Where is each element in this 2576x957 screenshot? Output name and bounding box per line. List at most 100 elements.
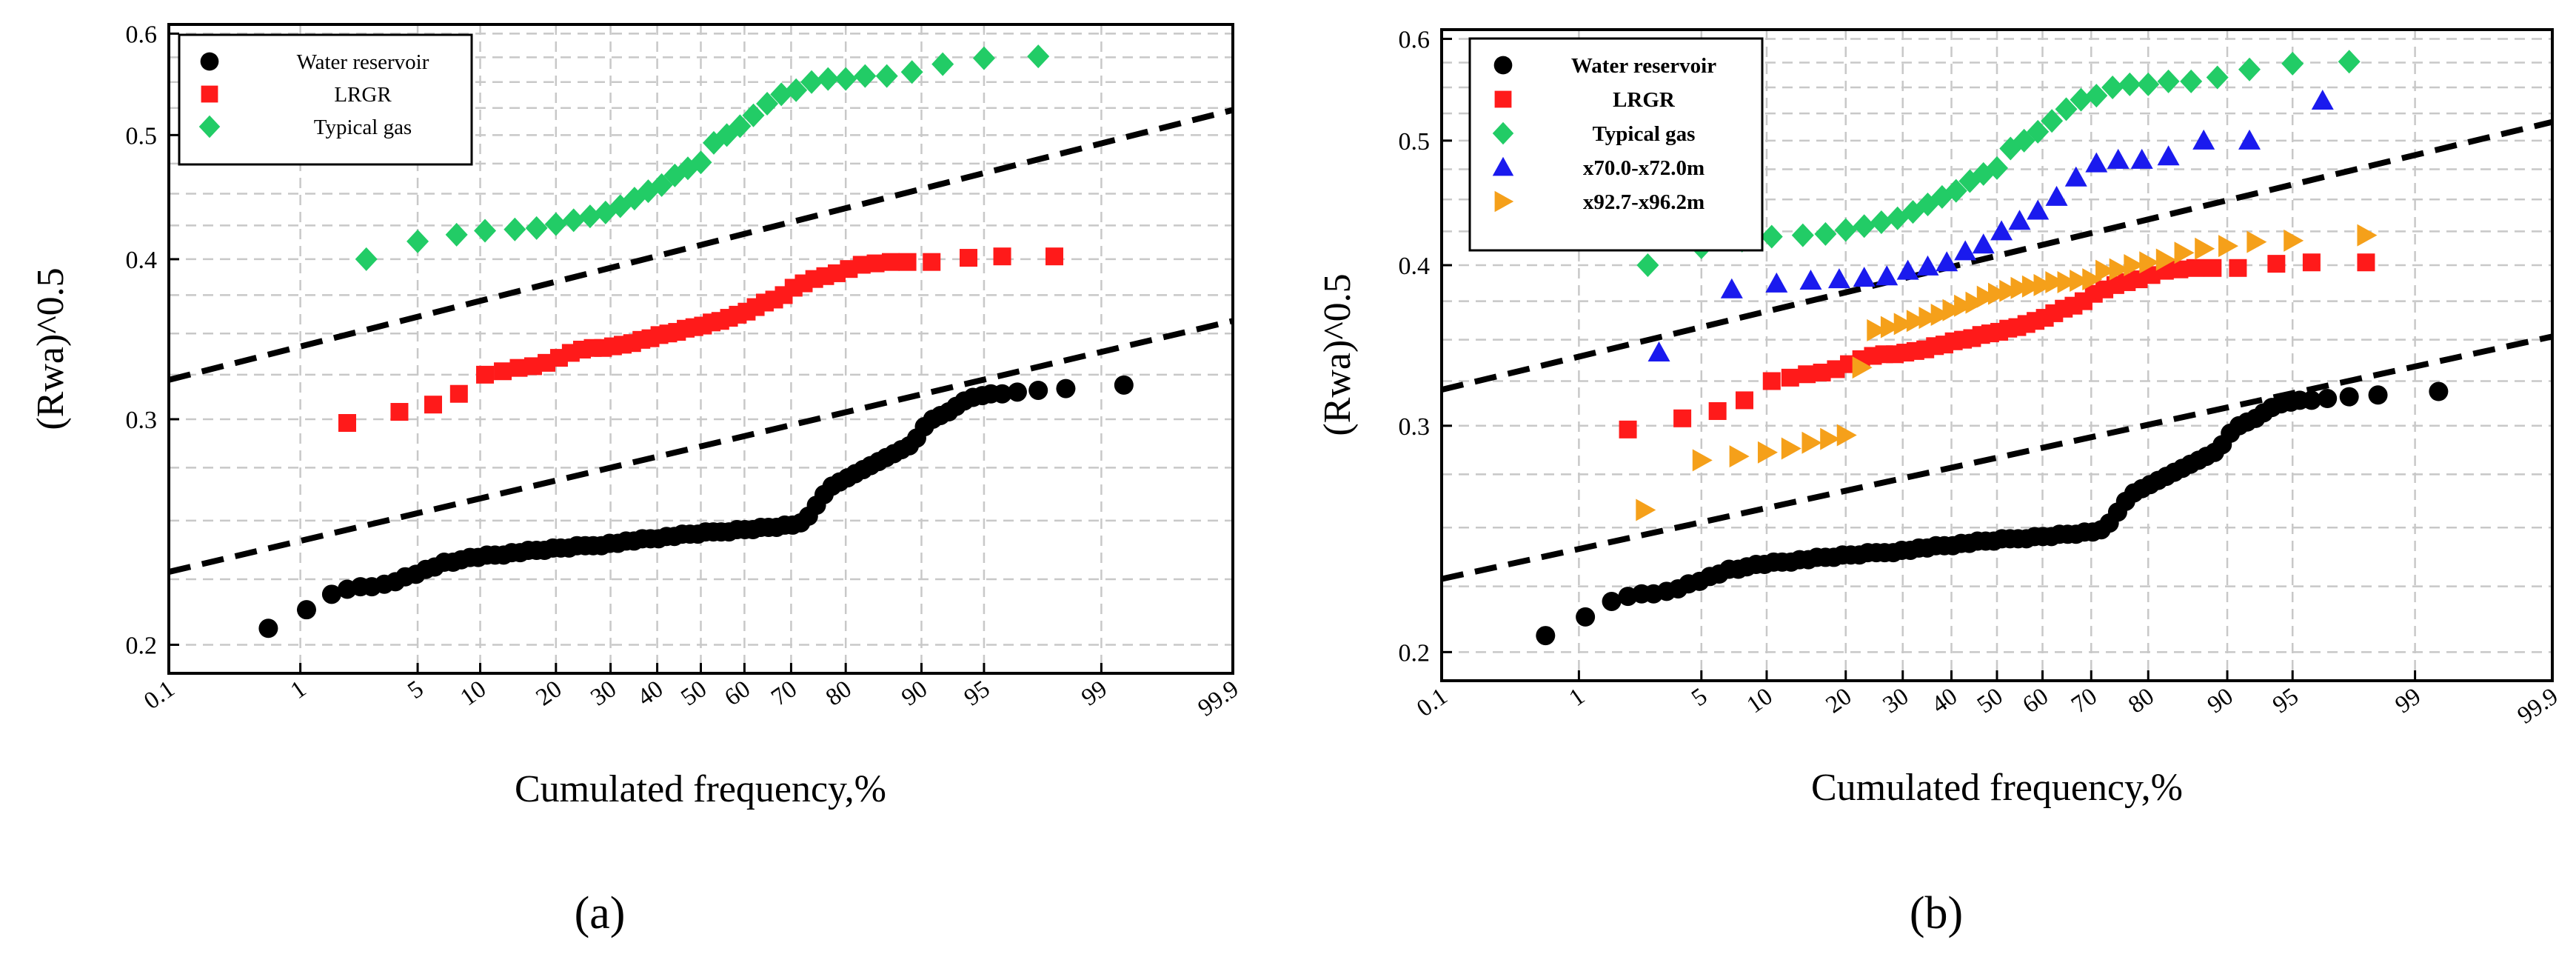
y-tick-label: 0.4 [126,247,158,274]
data-point [1836,424,1857,447]
data-point [1007,382,1027,402]
panel-label: (b) [1910,888,1963,938]
x-tick-label: 70 [2067,683,2102,718]
data-point [1801,431,1822,454]
data-point [2157,145,2180,166]
data-point [2195,237,2215,260]
data-point [2101,76,2124,100]
data-point [2137,72,2160,96]
data-point [1896,259,1919,280]
data-point [1765,272,1788,293]
legend-marker [201,85,218,103]
data-point [1853,214,1876,239]
x-axis-title: Cumulated frequency,% [515,768,886,810]
legend: Water reservoir LRGR Typical gas x70.0-x72.… [1468,37,1764,252]
x-tick-label: 1 [286,676,311,704]
series-water-reservoir [1536,381,2449,646]
data-point [1916,255,1939,276]
data-point [2064,166,2087,187]
data-point [2238,57,2261,81]
data-point [2238,129,2261,150]
legend-box [178,33,473,166]
y-tick-label: 0.5 [126,122,158,150]
data-point [2338,50,2361,74]
legend: Water reservoir LRGR Typical gas [178,33,473,166]
data-point [1876,265,1898,286]
data-point [1930,303,1951,326]
x-axis-title: Cumulated frequency,% [1811,767,2183,809]
data-point [2139,251,2160,274]
data-point [959,249,977,267]
data-point [898,253,917,271]
data-point [729,114,752,139]
data-point [2218,235,2239,258]
data-point [2095,259,2116,282]
x-tick-label: 95 [960,676,995,711]
data-point [1954,294,1975,317]
data-point [2130,148,2153,169]
data-point [992,384,1012,404]
data-point [1781,437,1801,460]
data-point [2085,84,2108,108]
data-point [866,254,885,273]
data-point [2045,185,2068,206]
x-tick-label: 60 [720,676,755,711]
trend-line-2 [1441,333,2553,582]
data-point [742,103,765,127]
data-point [817,67,840,91]
y-tick-label: 0.2 [1399,639,1431,667]
data-point [923,253,941,271]
legend-label: LRGR [1613,88,1676,112]
data-point [931,52,954,76]
trend-line-1 [1441,119,2553,393]
data-point [1954,240,1977,261]
data-point [449,384,468,403]
legend-label: x92.7-x96.2m [1583,190,1704,214]
y-tick-label: 0.4 [1399,253,1431,280]
data-point [1936,251,1958,272]
data-point [1576,607,1596,627]
data-point [1791,223,1814,247]
data-point [2124,254,2144,277]
data-point [2186,259,2204,277]
data-point [2284,229,2304,252]
data-point [2206,65,2229,90]
data-point [1636,253,1659,278]
series-water-reservoir [258,375,1134,638]
legend-marker [1492,121,1514,145]
data-point [1814,221,1837,246]
data-point [544,212,567,236]
x-tick-label: 30 [586,676,621,711]
data-point [2174,241,2195,264]
data-point [1735,391,1753,410]
data-point [972,46,995,70]
data-point [258,618,278,638]
x-tick-label: 40 [1927,683,1962,718]
data-point [2118,72,2141,96]
panel-a: 0.2 0.3 0.4 0.5 0.6 0.1 1 5 10 20 30 40 50 60 70 80 90 9… [30,21,1244,938]
data-point [2055,97,2078,121]
data-point [2082,268,2103,291]
data-point [1619,420,1637,439]
data-point [2045,270,2066,293]
data-point [2107,148,2130,169]
trend-line-2 [168,318,1234,575]
data-point [2041,109,2064,133]
y-tick-label: 0.3 [126,407,158,434]
data-point [1853,267,1876,287]
data-point [390,403,409,421]
x-tick-label: 95 [2268,683,2304,718]
data-point [2085,152,2108,173]
data-point [2318,389,2338,409]
data-point [1880,316,1901,339]
data-point [1729,445,1750,468]
data-point [1999,279,2020,302]
data-point [2229,259,2247,277]
x-tick-label: 0.1 [1412,683,1452,722]
data-point [1942,299,1963,321]
legend-box [1468,37,1764,252]
data-point [1647,341,1670,362]
data-point [1781,368,1799,387]
data-point [2057,270,2078,293]
data-point [2070,87,2092,112]
